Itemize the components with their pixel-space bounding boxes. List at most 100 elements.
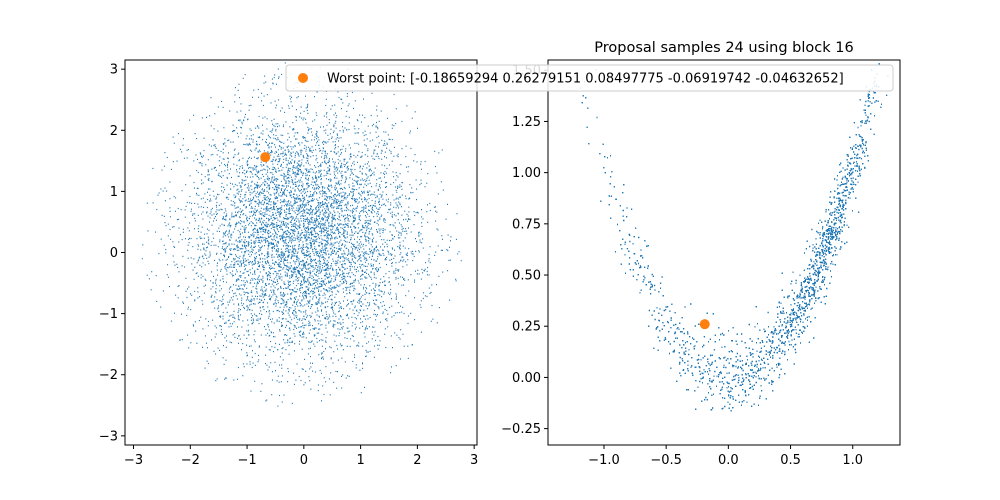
sample-point xyxy=(270,152,272,154)
sample-point xyxy=(328,208,330,210)
sample-point xyxy=(206,360,208,362)
sample-point xyxy=(311,146,313,148)
sample-point xyxy=(317,286,319,288)
sample-point xyxy=(375,319,377,321)
sample-point xyxy=(428,258,430,260)
sample-point xyxy=(377,270,379,273)
sample-point xyxy=(339,241,341,243)
sample-point xyxy=(219,260,221,262)
sample-point xyxy=(317,136,319,139)
sample-point xyxy=(267,209,269,211)
sample-point xyxy=(327,250,329,252)
sample-point xyxy=(372,139,374,141)
sample-point xyxy=(301,269,302,271)
sample-point xyxy=(206,116,207,118)
sample-point xyxy=(223,345,224,347)
sample-point xyxy=(314,221,316,223)
sample-point xyxy=(376,245,377,247)
sample-point xyxy=(248,167,249,169)
sample-point xyxy=(316,255,318,257)
sample-point xyxy=(276,236,278,238)
sample-point xyxy=(328,169,330,171)
sample-point xyxy=(273,246,275,248)
sample-point xyxy=(365,265,366,267)
sample-point xyxy=(369,304,370,306)
sample-point xyxy=(278,231,280,233)
sample-point xyxy=(264,116,266,118)
sample-point xyxy=(273,137,275,139)
sample-point xyxy=(347,201,349,203)
sample-point xyxy=(433,206,435,208)
sample-point xyxy=(342,256,344,258)
sample-point xyxy=(276,139,278,141)
sample-point xyxy=(298,155,300,157)
sample-point xyxy=(323,393,325,396)
sample-point xyxy=(310,306,312,308)
sample-point xyxy=(291,235,293,237)
sample-point xyxy=(303,333,305,335)
sample-point xyxy=(286,302,288,304)
sample-point xyxy=(360,260,362,262)
sample-point xyxy=(274,361,276,363)
sample-point xyxy=(294,202,296,204)
sample-point xyxy=(315,144,317,146)
sample-point xyxy=(308,277,310,279)
sample-point xyxy=(264,215,266,217)
sample-point xyxy=(232,130,234,133)
sample-point xyxy=(224,138,226,140)
sample-point xyxy=(276,197,278,199)
sample-point xyxy=(299,226,300,228)
sample-point xyxy=(244,239,246,241)
sample-point xyxy=(212,233,214,235)
sample-point xyxy=(347,161,349,163)
sample-point xyxy=(330,212,332,214)
sample-point xyxy=(215,282,216,284)
sample-point xyxy=(405,218,407,220)
sample-point xyxy=(337,199,339,201)
sample-point xyxy=(163,215,165,217)
sample-point xyxy=(416,188,418,190)
sample-point xyxy=(378,135,380,137)
sample-point xyxy=(348,271,350,274)
sample-point xyxy=(330,192,332,194)
sample-point xyxy=(327,167,329,169)
sample-point xyxy=(196,342,198,344)
sample-point xyxy=(239,231,241,233)
sample-point xyxy=(319,238,321,240)
sample-point xyxy=(273,238,275,240)
sample-point xyxy=(228,288,230,290)
sample-point xyxy=(235,295,237,297)
sample-point xyxy=(431,304,433,307)
sample-point xyxy=(326,301,328,303)
sample-point xyxy=(292,341,293,343)
sample-point xyxy=(377,255,379,258)
sample-point xyxy=(258,205,260,207)
sample-point xyxy=(313,328,315,330)
sample-point xyxy=(392,194,394,196)
sample-point xyxy=(410,147,412,150)
sample-point xyxy=(361,278,363,280)
sample-point xyxy=(268,152,270,155)
sample-point xyxy=(265,225,267,227)
sample-point xyxy=(269,294,271,296)
sample-point xyxy=(329,244,331,246)
sample-point xyxy=(266,203,268,205)
sample-point xyxy=(308,302,310,304)
sample-point xyxy=(261,184,263,186)
sample-point xyxy=(226,258,228,260)
sample-point xyxy=(303,384,305,386)
sample-point xyxy=(269,142,270,144)
sample-point xyxy=(392,238,394,240)
sample-point xyxy=(360,179,362,181)
sample-point xyxy=(192,269,194,271)
sample-point xyxy=(400,252,402,254)
sample-point xyxy=(304,382,306,384)
sample-point xyxy=(235,195,237,197)
sample-point xyxy=(234,262,236,264)
sample-point xyxy=(290,232,291,234)
sample-point xyxy=(232,334,234,336)
sample-point xyxy=(276,171,277,173)
sample-point xyxy=(253,213,255,215)
sample-point xyxy=(316,251,318,253)
sample-point xyxy=(379,200,380,202)
